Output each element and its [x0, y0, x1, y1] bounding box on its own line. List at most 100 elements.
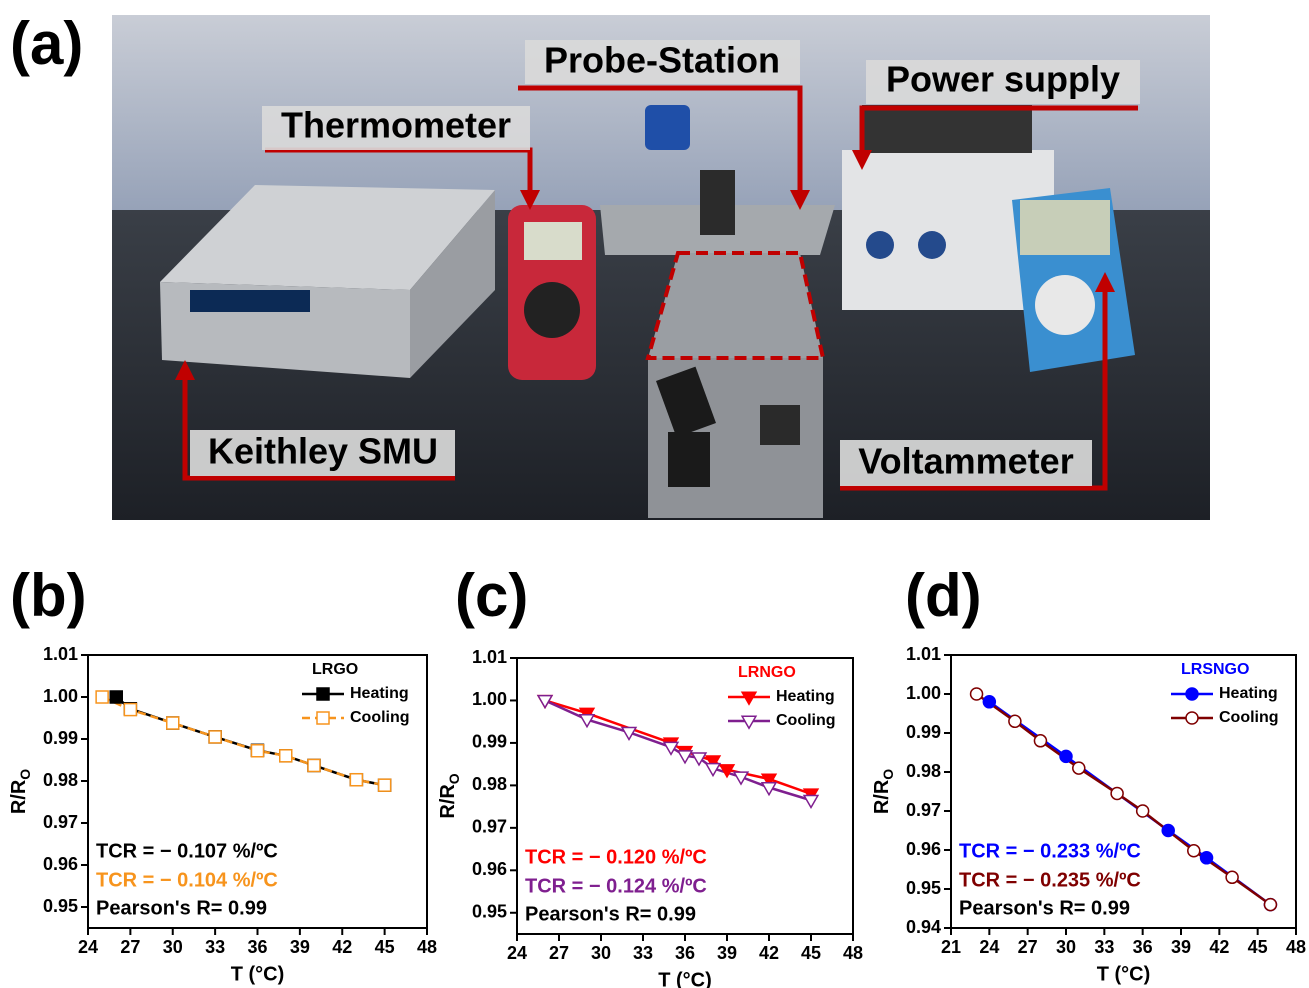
power-handle — [862, 105, 1032, 153]
legend-marker — [316, 711, 330, 725]
data-point — [250, 744, 265, 758]
data-point — [690, 752, 708, 767]
data-point — [732, 771, 750, 786]
annotation: TCR = − 0.107 %/ºC — [96, 840, 278, 862]
x-tick-label: 48 — [843, 943, 863, 963]
arrow — [852, 105, 1138, 170]
thermometer-dial — [524, 282, 580, 338]
y-axis-label-main: R/R — [871, 779, 893, 814]
x-tick-label: 24 — [507, 943, 527, 963]
data-point — [1263, 897, 1278, 912]
legend-marker — [740, 691, 758, 706]
data-point — [279, 749, 293, 763]
data-point — [1008, 714, 1022, 729]
legend-title: LRGO — [312, 661, 358, 678]
x-tick-label: 27 — [549, 943, 569, 963]
series-line — [101, 695, 385, 787]
data-point — [718, 764, 736, 779]
data-point — [662, 741, 680, 756]
label-background — [190, 430, 455, 476]
y-tick-label: 0.98 — [472, 774, 507, 794]
legend-marker — [1185, 711, 1199, 725]
sample — [760, 405, 800, 445]
annotation: TCR = − 0.120 %/ºC — [525, 846, 707, 868]
y-tick-label: 1.00 — [906, 683, 941, 703]
data-point — [1072, 761, 1086, 775]
data-point — [536, 694, 554, 710]
data-point — [377, 778, 392, 792]
y-tick-label: 0.95 — [906, 878, 941, 898]
x-tick-label: 30 — [1056, 937, 1076, 957]
x-tick-label: 24 — [979, 937, 999, 957]
data-point — [982, 695, 997, 709]
legend-label: Heating — [350, 685, 409, 702]
annotation: Pearson's R= 0.99 — [959, 897, 1130, 919]
x-tick-label: 36 — [247, 937, 267, 957]
voltammeter-display — [1020, 200, 1110, 255]
x-tick-label: 42 — [332, 937, 352, 957]
series-line — [115, 696, 385, 787]
y-tick-label: 0.95 — [43, 896, 78, 916]
x-tick-label: 42 — [1209, 937, 1229, 957]
data-point — [1187, 844, 1201, 858]
annotation: TCR = − 0.233 %/ºC — [959, 840, 1141, 862]
data-point — [969, 687, 984, 701]
data-point — [1199, 851, 1214, 865]
x-tick-label: 30 — [591, 943, 611, 963]
x-tick-label: 30 — [163, 937, 183, 957]
panel-label: (c) — [455, 562, 528, 629]
x-tick-label: 36 — [1133, 937, 1153, 957]
x-tick-label: 45 — [801, 943, 821, 963]
data-point — [1110, 786, 1124, 801]
y-tick-label: 0.97 — [43, 812, 78, 832]
y-tick-label: 1.00 — [472, 689, 507, 709]
x-tick-label: 27 — [120, 937, 140, 957]
legend-label: Heating — [776, 688, 835, 705]
legend-label: Cooling — [776, 712, 836, 729]
legend-title: LRNGO — [738, 664, 796, 681]
x-tick-label: 45 — [1248, 937, 1268, 957]
y-axis-label-sub: O — [880, 769, 896, 780]
data-point — [307, 758, 321, 773]
x-tick-label: 33 — [205, 937, 225, 957]
x-tick-label: 39 — [1171, 937, 1191, 957]
data-point — [166, 716, 180, 730]
data-point — [95, 690, 109, 704]
arrow — [518, 85, 810, 210]
y-axis-label-sub: O — [446, 773, 462, 784]
y-tick-label: 0.99 — [472, 732, 507, 752]
smu-side — [410, 190, 495, 378]
panel-label: (b) — [10, 562, 87, 629]
data-point — [1225, 870, 1239, 885]
knob — [918, 231, 946, 259]
data-point — [676, 750, 694, 765]
photo-label: Thermometer — [281, 105, 511, 146]
probe-tip-1 — [656, 366, 716, 438]
data-point — [1059, 749, 1073, 764]
photo-label: Voltammeter — [858, 441, 1073, 482]
y-tick-label: 1.01 — [906, 644, 941, 664]
y-axis-label-main: R/R — [437, 784, 459, 819]
x-tick-label: 39 — [290, 937, 310, 957]
legend-marker — [1185, 687, 1199, 701]
voltammeter-dial — [1035, 275, 1095, 335]
legend-label: Heating — [1219, 685, 1278, 702]
data-point — [1135, 804, 1150, 818]
arrow — [175, 360, 455, 481]
data-point — [578, 714, 596, 729]
legend-title: LRSNGO — [1181, 661, 1249, 678]
label-background — [866, 60, 1140, 104]
probe-zoom — [645, 251, 826, 360]
y-tick-label: 0.96 — [472, 859, 507, 879]
probe-switch — [645, 105, 690, 150]
legend-marker — [740, 715, 758, 730]
annotation: TCR = − 0.124 %/ºC — [525, 875, 707, 897]
x-tick-label: 48 — [417, 937, 437, 957]
data-point — [704, 755, 722, 770]
y-tick-label: 1.01 — [43, 644, 78, 664]
smu-display — [190, 290, 310, 312]
y-tick-label: 0.95 — [472, 902, 507, 922]
data-point — [109, 690, 123, 704]
arrow — [840, 272, 1115, 491]
plot-frame — [950, 654, 1297, 929]
